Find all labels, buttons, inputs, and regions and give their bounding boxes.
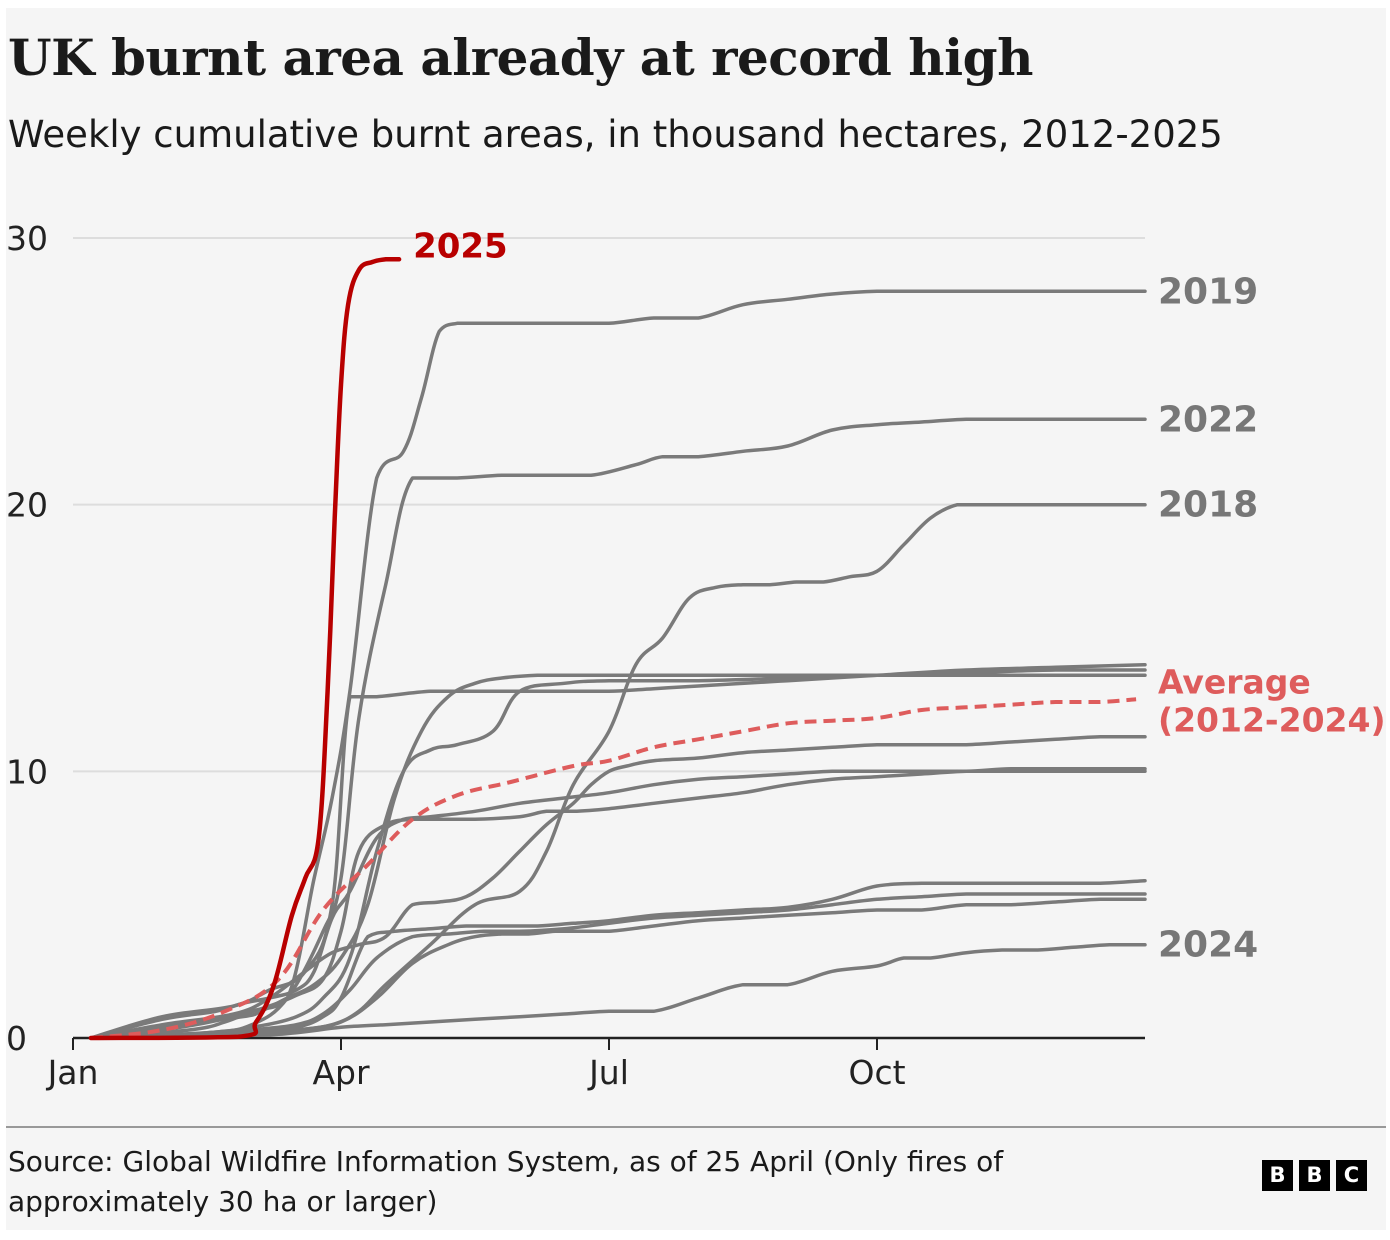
series-line-2025 (88, 257, 402, 1041)
series-line-year-10 (89, 734, 1147, 1040)
label-2019: 2019 (1158, 271, 1258, 312)
y-tick-label: 10 (6, 752, 48, 791)
x-tick-label: Jan (46, 1053, 99, 1092)
chart-subtitle: Weekly cumulative burnt areas, in thousa… (8, 113, 1223, 156)
series-line-year-5 (89, 662, 1147, 1040)
average-line-group (90, 697, 1137, 1040)
series-line-year-11 (89, 878, 1147, 1040)
y-axis-ticks: 0 10 20 30 (6, 219, 48, 1058)
label-average-line-2: (2012-2024) (1158, 700, 1386, 739)
series-line-year-6 (89, 668, 1147, 1040)
series-line-2019 (89, 289, 1147, 1040)
x-tick-label: Oct (848, 1053, 905, 1092)
x-tick-label: Apr (312, 1053, 370, 1092)
y-tick-label: 0 (6, 1019, 27, 1058)
x-axis: Jan Apr Jul Oct (46, 1036, 1145, 1092)
bbc-logo: B B C (1262, 1160, 1367, 1191)
other-years-lines (89, 289, 1147, 1040)
chart-title: UK burnt area already at record high (8, 28, 1033, 87)
series-line-2024 (89, 942, 1147, 1040)
x-tick-label: Jul (587, 1053, 629, 1092)
series-line-year-12 (89, 892, 1147, 1040)
series-line-2022 (89, 417, 1147, 1040)
y-tick-label: 20 (6, 486, 48, 525)
label-2022: 2022 (1158, 399, 1258, 440)
label-2025: 2025 (413, 226, 508, 266)
label-2018: 2018 (1158, 485, 1258, 526)
series-line-year-13 (89, 897, 1147, 1040)
bbc-logo-letter-2: B (1299, 1160, 1330, 1191)
series-line-year-9 (89, 769, 1147, 1040)
label-2024: 2024 (1158, 925, 1258, 966)
highlight-2025-group (88, 257, 402, 1041)
label-average-line-1: Average (1158, 662, 1311, 701)
chart-card (6, 8, 1386, 1230)
series-line-year-7 (89, 673, 1147, 1040)
footer-divider (6, 1126, 1386, 1128)
source-note: Source: Global Wildfire Information Syst… (8, 1145, 1004, 1218)
bbc-logo-letter-3: C (1336, 1160, 1367, 1191)
bbc-logo-letter-1: B (1262, 1160, 1293, 1191)
series-labels: 2025 2019 2022 2018 2024 Average(2012-2024) (413, 226, 1385, 965)
average-line (90, 697, 1137, 1040)
y-tick-label: 30 (6, 219, 48, 258)
